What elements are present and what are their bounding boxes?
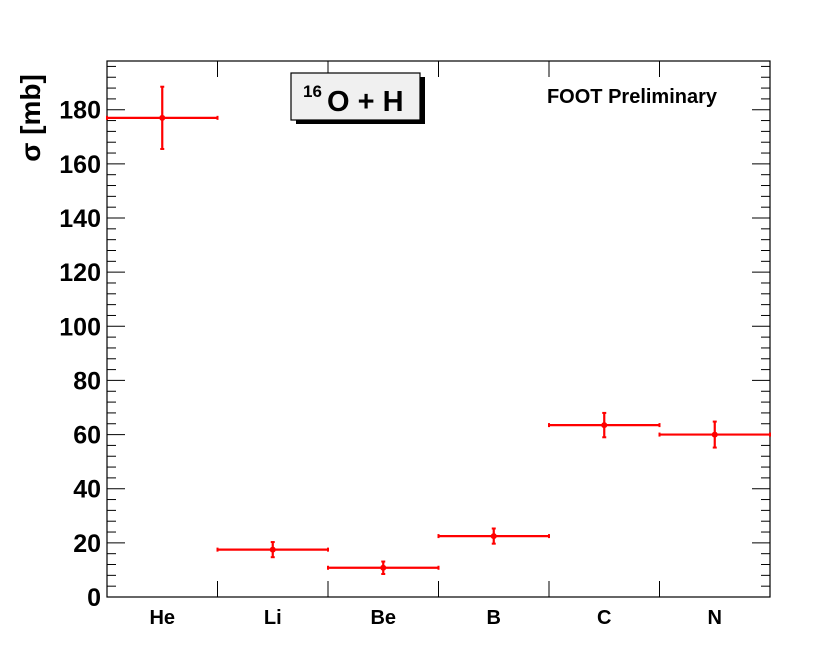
data-point-b	[437, 527, 550, 545]
y-tick-label: 80	[73, 367, 101, 395]
title-box: 16 O + H	[290, 72, 425, 124]
title-box-frame	[290, 72, 421, 121]
y-tick-label: 120	[59, 259, 101, 287]
chart-title: O + H	[327, 86, 404, 118]
y-tick-label: 40	[73, 476, 101, 504]
point-marker	[601, 422, 608, 429]
point-marker	[711, 431, 718, 438]
x-tick-label: C	[597, 607, 611, 629]
point-marker	[380, 564, 387, 571]
preliminary-annotation: FOOT Preliminary	[547, 86, 718, 108]
title-superscript: 16	[303, 82, 322, 101]
x-axis-ticks	[106, 61, 771, 597]
data-point-be	[327, 560, 440, 575]
point-marker	[490, 533, 497, 540]
y-axis-label: σ [mb]	[15, 74, 46, 162]
y-tick-label: 60	[73, 422, 101, 450]
y-tick-label: 20	[73, 530, 101, 558]
data-point-li	[216, 541, 329, 559]
point-marker	[159, 114, 166, 121]
point-marker	[269, 546, 276, 553]
data-point-n	[658, 420, 771, 449]
data-point-c	[548, 411, 661, 439]
x-tick-label: Be	[370, 607, 396, 629]
y-axis-ticks	[107, 65, 770, 598]
y-tick-label: 160	[59, 151, 101, 179]
x-tick-label: He	[149, 607, 175, 629]
y-tick-label: 0	[87, 584, 101, 612]
y-tick-label: 140	[59, 205, 101, 233]
y-tick-label: 180	[59, 97, 101, 125]
data-points	[106, 85, 771, 575]
data-point-he	[106, 85, 219, 150]
x-axis-tick-labels: He Li Be B C N	[149, 607, 722, 629]
x-tick-label: N	[708, 607, 722, 629]
x-tick-label: Li	[264, 607, 282, 629]
y-axis-tick-labels: 0 20 40 60 80 100 120 140 160 180	[59, 97, 101, 612]
y-tick-label: 100	[59, 313, 101, 341]
x-tick-label: B	[487, 607, 501, 629]
